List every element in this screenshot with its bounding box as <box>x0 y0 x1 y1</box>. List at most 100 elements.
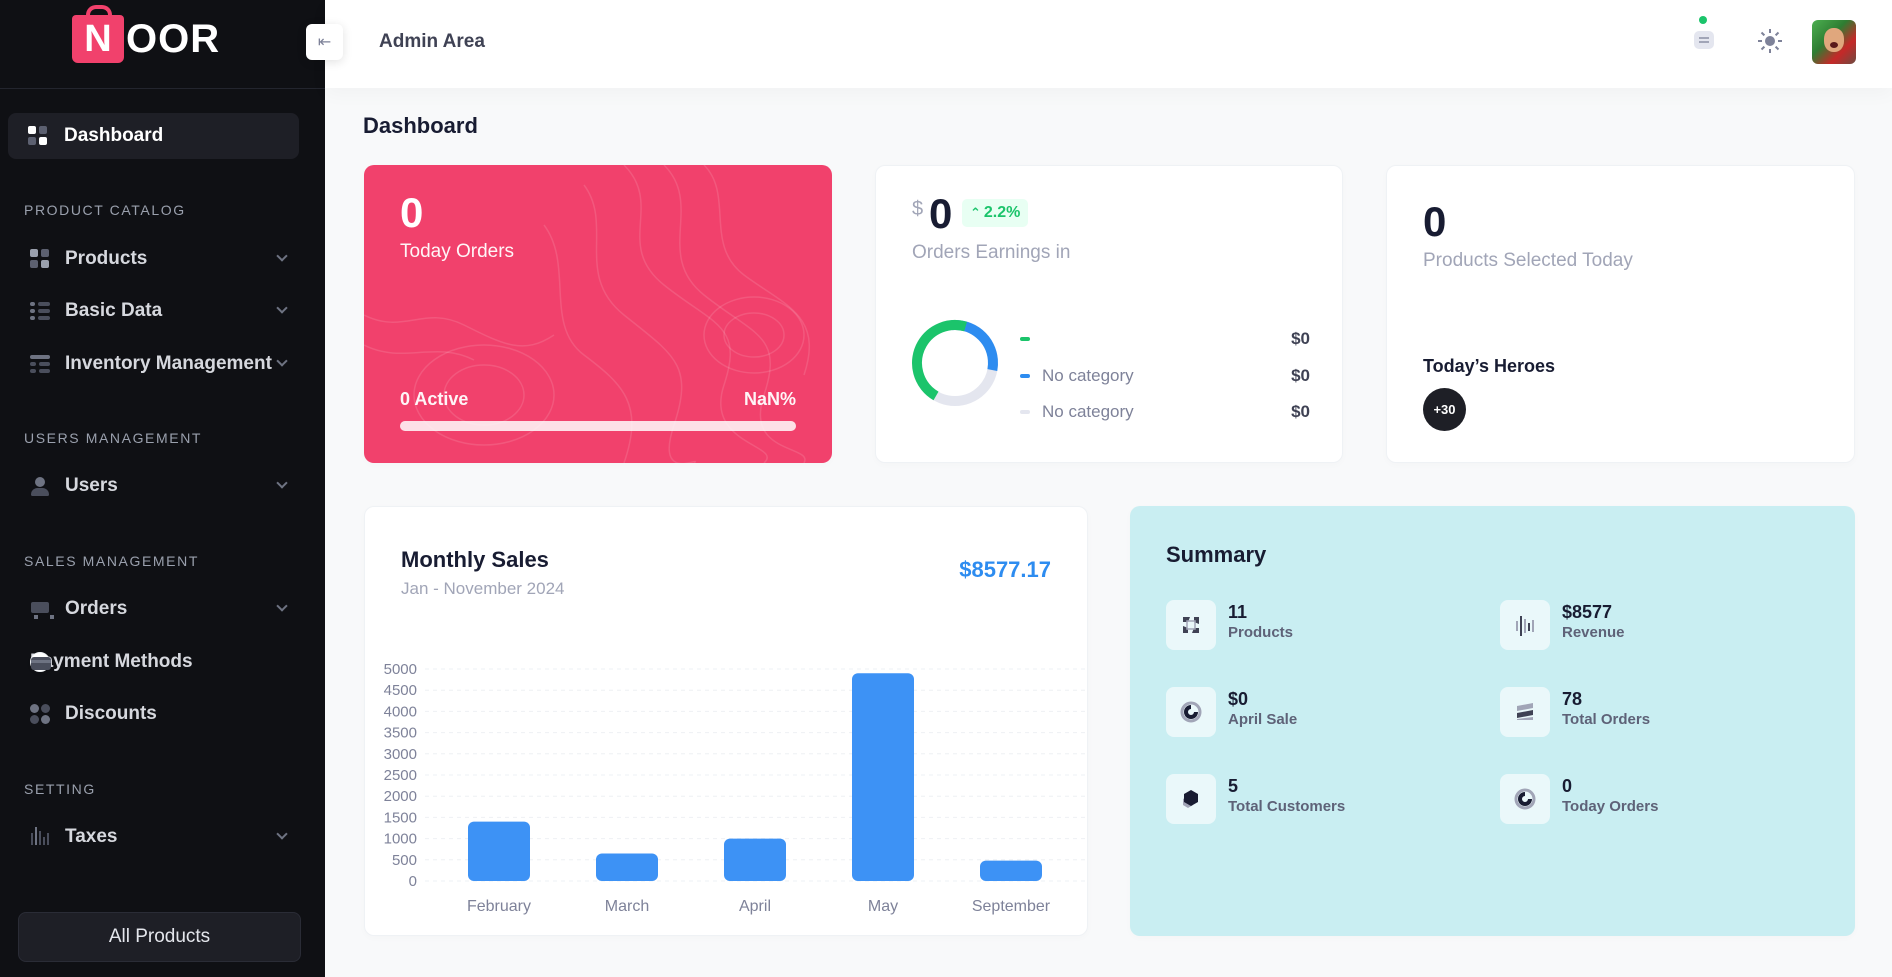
bar-march <box>596 853 658 881</box>
sidebar-item-label: Taxes <box>65 826 118 847</box>
earnings-legend-row: No category $0 <box>1020 400 1310 424</box>
x-tick-label: April <box>739 898 771 915</box>
section-label-sales-management: SALES MANAGEMENT <box>24 553 199 569</box>
cart-icon <box>30 599 54 619</box>
arrow-up-icon: ⌃ <box>970 205 981 220</box>
y-tick-label: 3000 <box>384 746 417 763</box>
brand-logo[interactable]: N OOR <box>72 5 221 64</box>
summary-value: $8577 <box>1562 602 1613 622</box>
sidebar-item-dashboard[interactable]: Dashboard <box>8 113 299 159</box>
legend-bullet <box>1020 337 1030 341</box>
summary-label: April Sale <box>1228 711 1298 728</box>
inventory-icon <box>30 354 50 374</box>
sidebar-item-basic-data[interactable]: Basic Data <box>30 296 290 326</box>
chevron-down-icon <box>276 250 288 262</box>
summary-title: Summary <box>1166 542 1267 567</box>
sidebar-item-products[interactable]: Products <box>30 244 290 274</box>
dashboard-icon <box>28 126 48 146</box>
sidebar-item-label: Inventory Management <box>65 353 272 374</box>
summary-value: 11 <box>1228 602 1248 622</box>
summary-card: Summary 11 Products $8577 Revenue $0 Apr… <box>1130 506 1855 936</box>
sidebar-item-taxes[interactable]: Taxes <box>30 822 290 852</box>
chevron-down-icon <box>276 477 288 489</box>
y-tick-label: 5000 <box>384 661 417 678</box>
today-orders-card: 0 Today Orders 0 Active NaN% <box>364 165 832 463</box>
contour-pattern <box>364 165 810 463</box>
monthly-sales-title: Monthly Sales <box>401 547 549 572</box>
sidebar-divider <box>0 88 325 89</box>
summary-item-revenue: $8577 Revenue <box>1500 600 1800 650</box>
chevron-down-icon <box>276 600 288 612</box>
sidebar-item-label: Orders <box>65 598 128 619</box>
sidebar-item-label: Basic Data <box>65 300 163 321</box>
heroes-title: Today’s Heroes <box>1423 356 1556 376</box>
legend-label: No category <box>1042 402 1134 421</box>
sidebar-item-discounts[interactable]: Discounts <box>30 699 290 729</box>
section-label-setting: SETTING <box>24 781 96 797</box>
legend-value: $0 <box>1291 366 1310 385</box>
sidebar-toggle-button[interactable]: ⇤ <box>306 24 343 60</box>
sale-swirl-icon <box>1166 687 1216 737</box>
sidebar-item-label: Discounts <box>65 703 157 724</box>
today-orders-swirl-icon <box>1500 774 1550 824</box>
heroes-count-badge[interactable]: +30 <box>1423 388 1466 431</box>
bar-february <box>468 821 530 881</box>
sidebar-item-inventory-management[interactable]: Inventory Management <box>30 349 290 379</box>
monthly-sales-bar-chart: 0 500 1000 1500 2000 2500 3000 3500 4000 4500 5000… <box>384 661 1085 915</box>
active-orders-count: 0 Active <box>400 389 469 409</box>
chevron-down-icon <box>276 828 288 840</box>
logo-text: OOR <box>126 16 221 61</box>
logo-letter: N <box>84 17 112 60</box>
earnings-label: Orders Earnings in <box>912 242 1071 263</box>
earnings-change-badge: ⌃ 2.2% <box>962 199 1029 227</box>
shopping-bag-logo-icon: N <box>72 5 124 63</box>
products-selected-value: 0 <box>1423 198 1447 245</box>
orders-progress-fill <box>400 421 796 431</box>
bar-september <box>980 860 1042 881</box>
y-tick-label: 4000 <box>384 703 417 720</box>
x-tick-label: September <box>972 898 1051 915</box>
legend-label: No category <box>1042 366 1134 385</box>
user-avatar[interactable] <box>1812 20 1856 64</box>
sidebar-item-label: Dashboard <box>64 125 164 146</box>
sidebar-item-orders[interactable]: Orders <box>30 594 290 624</box>
y-tick-label: 2000 <box>384 788 417 805</box>
legend-bullet <box>1020 410 1030 414</box>
x-tick-label: February <box>467 898 531 915</box>
theme-toggle-sun-icon[interactable] <box>1758 29 1782 53</box>
x-tick-label: May <box>868 898 898 915</box>
section-label-users-management: USERS MANAGEMENT <box>24 430 203 446</box>
earnings-legend-row: No category $0 <box>1020 364 1310 388</box>
y-tick-label: 1000 <box>384 831 417 848</box>
y-tick-label: 3500 <box>384 725 417 742</box>
summary-label: Revenue <box>1562 624 1625 641</box>
taxes-icon <box>30 827 50 847</box>
bar-april <box>724 838 786 881</box>
currency-symbol: $ <box>912 198 924 220</box>
chevron-down-icon <box>276 302 288 314</box>
summary-label: Total Customers <box>1228 798 1346 815</box>
today-orders-value: 0 <box>400 189 424 236</box>
top-header: ⇤ Admin Area <box>306 0 1892 88</box>
customers-hex-icon <box>1166 774 1216 824</box>
summary-value: $0 <box>1228 689 1249 709</box>
summary-item-total-customers: 5 Total Customers <box>1166 774 1466 824</box>
all-products-button[interactable]: All Products <box>18 912 301 962</box>
y-tick-label: 2500 <box>384 767 417 784</box>
monthly-sales-total: $8577.17 <box>959 557 1051 582</box>
credit-card-icon <box>30 652 51 672</box>
summary-label: Products <box>1228 624 1294 641</box>
sidebar-item-users[interactable]: Users <box>30 471 290 501</box>
sidebar-item-payment-methods[interactable]: Payment Methods <box>30 647 290 677</box>
y-tick-label: 4500 <box>384 682 417 699</box>
orders-earnings-card: $ 0 ⌃ 2.2% Orders Earnings in $0 No categ… <box>875 165 1343 463</box>
page-title: Dashboard <box>363 113 478 138</box>
products-cube-icon <box>1166 600 1216 650</box>
monthly-sales-subtitle: Jan - November 2024 <box>401 579 565 598</box>
earnings-legend-row: $0 <box>1020 327 1310 351</box>
chevron-down-icon <box>276 355 288 367</box>
chat-icon[interactable] <box>1692 28 1716 52</box>
collapse-arrow-icon: ⇤ <box>317 34 332 51</box>
products-selected-label: Products Selected Today <box>1423 250 1633 271</box>
summary-label: Total Orders <box>1562 711 1651 728</box>
